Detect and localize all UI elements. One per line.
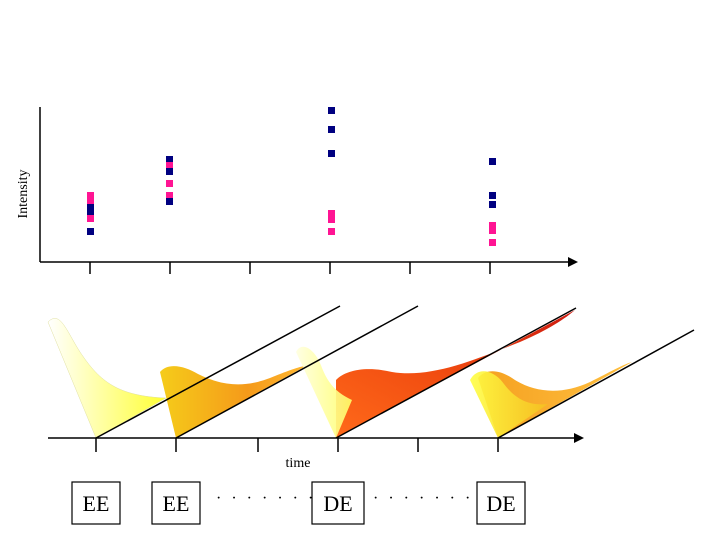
- diagonal-axis-3: [335, 307, 577, 439]
- bottom-time-plot: time: [47, 305, 695, 471]
- stage-box-4: [476, 481, 526, 525]
- stage-box-3: [311, 481, 365, 525]
- pink-marker: [87, 192, 94, 199]
- pink-marker: [328, 228, 335, 235]
- blue-marker: [328, 107, 335, 114]
- stage-box-1: [71, 481, 121, 525]
- pink-marker: [166, 180, 173, 187]
- pink-marker: [489, 239, 496, 246]
- pink-marker: [328, 216, 335, 223]
- profile-curve-1: [47, 318, 167, 439]
- profile-curve-2: [160, 366, 306, 438]
- time-axis-arrowhead: [574, 433, 584, 443]
- profile-curve-4-front: [470, 371, 548, 438]
- marker-column-1: [87, 192, 94, 235]
- blue-marker: [489, 158, 496, 165]
- diagonal-axis-1: [95, 305, 341, 439]
- stage-label-2: EE: [163, 491, 190, 516]
- top-x-ticks: [89, 262, 491, 274]
- top-x-axis-arrowhead: [568, 257, 578, 267]
- blue-marker: [166, 198, 173, 205]
- stage-separator-2: · · · · · · ·: [373, 490, 473, 507]
- pink-marker: [87, 215, 94, 222]
- pink-marker: [166, 192, 173, 199]
- diagonal-axis-4: [497, 329, 695, 439]
- time-axis-ticks: [95, 438, 499, 452]
- profile-curve-3-peak: [296, 346, 352, 438]
- pink-marker: [87, 198, 94, 205]
- stage-box-2: [151, 481, 201, 525]
- blue-marker: [328, 126, 335, 133]
- stage-label-4: DE: [486, 491, 515, 516]
- blue-marker: [328, 150, 335, 157]
- blue-marker: [87, 228, 94, 235]
- top-intensity-plot: Intensity: [16, 107, 578, 274]
- marker-column-2: [166, 156, 173, 205]
- diagonal-axes: [95, 305, 695, 439]
- stage-label-3: DE: [323, 491, 352, 516]
- stage-separator-1: · · · · · · ·: [216, 490, 316, 507]
- marker-column-3: [328, 107, 335, 235]
- marker-column-4: [489, 158, 496, 246]
- blue-marker: [166, 156, 173, 163]
- blue-marker: [87, 209, 94, 216]
- pink-marker: [166, 162, 173, 169]
- pink-marker: [489, 227, 496, 234]
- time-axis-label: time: [286, 456, 311, 471]
- stage-row: EE EE · · · · · · · DE · · · · · · · DE: [71, 481, 526, 525]
- blue-marker: [87, 204, 94, 211]
- diagonal-axis-2: [175, 305, 419, 439]
- top-y-axis-label: Intensity: [16, 170, 31, 219]
- pink-marker: [489, 222, 496, 229]
- blue-marker: [489, 192, 496, 199]
- blue-marker: [166, 168, 173, 175]
- pink-marker: [328, 210, 335, 217]
- blue-marker: [489, 201, 496, 208]
- stage-label-1: EE: [83, 491, 110, 516]
